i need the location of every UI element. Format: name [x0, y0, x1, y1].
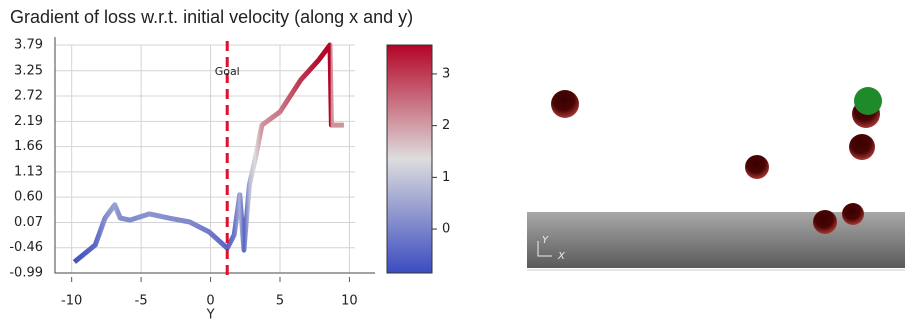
scene-axis-label: Y [542, 235, 549, 246]
y-tick-label: -0.46 [9, 240, 43, 255]
axis-frame [54, 37, 375, 274]
goal-ball [854, 87, 882, 115]
ball [813, 210, 837, 234]
x-axis-label: Y [206, 308, 215, 323]
plot: 3.79 3.25 2.72 2.19 1.66 1.13 0.60 0.07 -0.46 -0.… [9, 37, 450, 323]
ball [551, 90, 579, 118]
x-tick-label: 0 [206, 294, 214, 309]
gradient-line [72, 42, 344, 264]
colorbar-tick-label: 3 [442, 66, 450, 81]
scene-panel: Y X [527, 45, 905, 271]
ball [849, 134, 875, 160]
ball [745, 155, 769, 179]
y-tick-label: -0.99 [9, 266, 43, 281]
scene-axes [537, 241, 552, 257]
colorbar-tick-label: 0 [442, 222, 450, 237]
y-tick-label: 3.79 [14, 38, 43, 53]
y-tick-label: 0.60 [14, 190, 43, 205]
y-tick-label: 2.19 [14, 114, 43, 129]
colorbar [386, 44, 433, 274]
annotation: Goal [215, 65, 240, 78]
x-tick-label: 5 [276, 294, 284, 309]
scene-axis-label: X [557, 251, 566, 262]
y-tick-label: 1.66 [14, 139, 43, 154]
scene-sky [527, 45, 905, 212]
ball [842, 203, 864, 225]
y-tick-label: 3.25 [14, 63, 43, 78]
x-tick-label: -10 [61, 294, 82, 309]
y-tick-label: 0.07 [14, 215, 43, 230]
colorbar-tick-label: 1 [442, 170, 450, 185]
chart-title: Gradient of loss w.r.t. initial velocity… [10, 7, 413, 27]
x-tick-label: 10 [341, 294, 358, 309]
y-tick-label: 2.72 [14, 89, 43, 104]
y-tick-label: 1.13 [14, 164, 43, 179]
colorbar-tick-label: 2 [442, 118, 450, 133]
x-tick-label: -5 [135, 294, 148, 309]
scene-floor [527, 212, 905, 268]
